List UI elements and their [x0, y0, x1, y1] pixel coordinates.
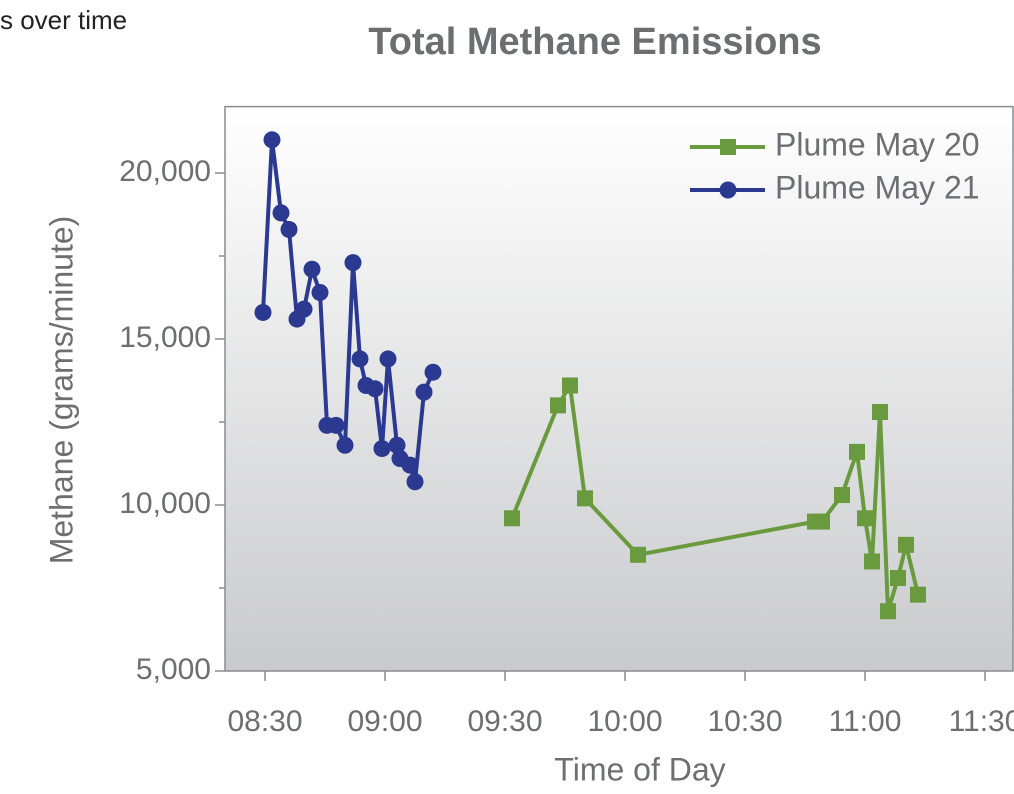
point: [351, 350, 369, 368]
x-tick-label: 09:00: [347, 705, 422, 738]
point: [898, 536, 914, 553]
point: [857, 510, 873, 527]
point: [890, 570, 906, 587]
series-line: [510, 383, 920, 614]
point: [254, 303, 272, 321]
point: [336, 436, 354, 454]
point: [311, 284, 329, 302]
point: [880, 603, 896, 620]
point: [577, 490, 593, 507]
point: [295, 300, 313, 318]
legend-label: Plume May 21: [775, 169, 980, 205]
point: [272, 204, 290, 222]
point: [401, 456, 419, 474]
point: [373, 440, 391, 458]
x-tick-label: 11:00: [829, 705, 902, 738]
x-tick-label: 11:30: [949, 705, 1014, 738]
x-tick-label: 08:30: [227, 705, 302, 738]
legend-marker: [719, 181, 737, 199]
point: [864, 553, 880, 570]
point: [550, 397, 566, 414]
y-axis-label: Methane (grams/minute): [43, 216, 79, 565]
point: [849, 443, 865, 460]
point: [834, 487, 850, 504]
point: [263, 131, 281, 149]
chart-title: Total Methane Emissions: [368, 21, 821, 63]
point: [814, 513, 830, 530]
point: [327, 416, 345, 434]
legend-marker: [720, 139, 736, 155]
y-tick-label: 10,000: [119, 487, 211, 520]
point: [415, 383, 433, 401]
point: [504, 510, 520, 527]
x-axis-label: Time of Day: [554, 751, 725, 787]
point: [379, 350, 397, 368]
point: [872, 404, 888, 421]
point: [424, 363, 442, 381]
x-tick-label: 10:30: [707, 705, 782, 738]
point: [562, 377, 578, 394]
x-tick-label: 09:30: [467, 705, 542, 738]
y-tick-label: 5,000: [136, 653, 211, 686]
point: [366, 380, 384, 398]
point: [303, 260, 321, 278]
plot-area: [224, 105, 1014, 672]
legend-label: Plume May 20: [775, 126, 980, 162]
point: [910, 586, 926, 603]
x-tick-label: 10:00: [587, 705, 662, 738]
point: [630, 546, 646, 563]
point: [388, 436, 406, 454]
y-tick-label: 20,000: [119, 155, 211, 188]
y-tick-label: 15,000: [119, 321, 211, 354]
point: [280, 220, 298, 238]
point: [344, 254, 362, 272]
point: [406, 473, 424, 491]
caption: s over time: [0, 5, 127, 35]
